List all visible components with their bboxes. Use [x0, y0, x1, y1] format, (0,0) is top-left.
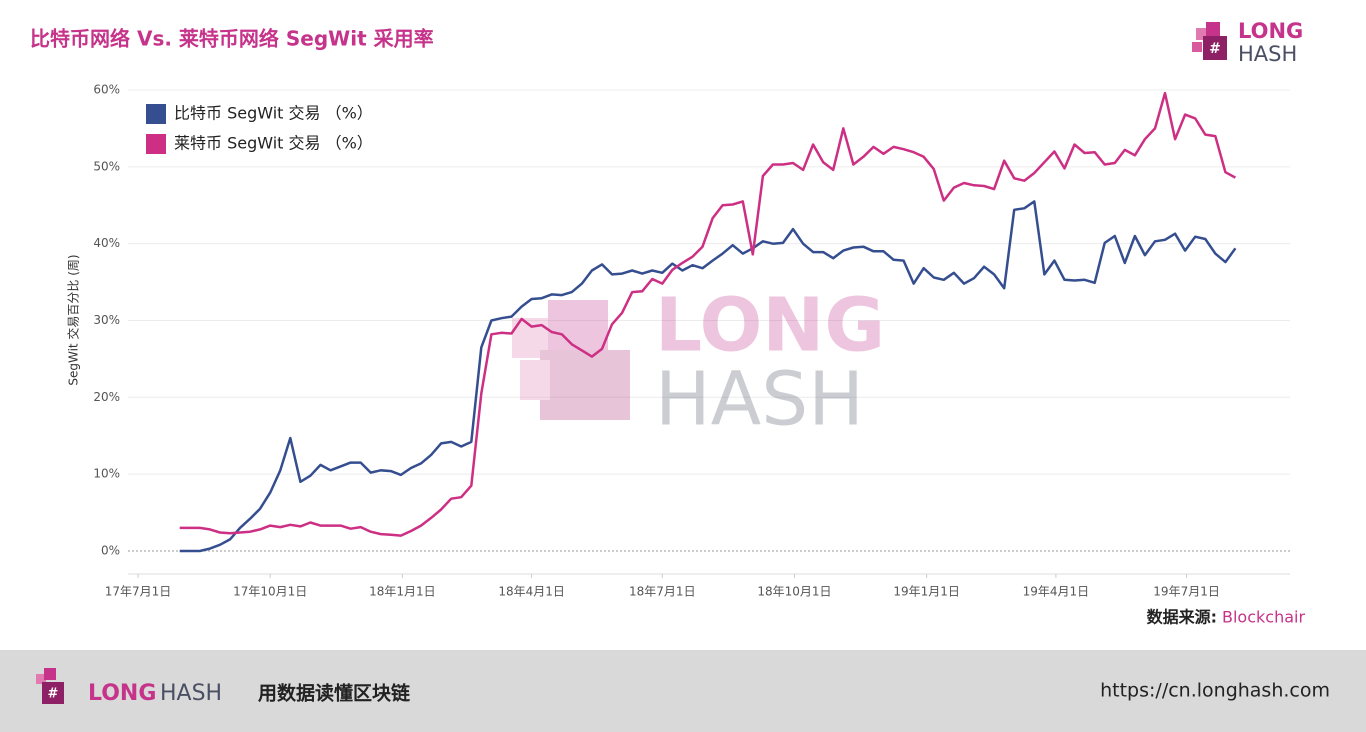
- y-tick-label: 20%: [93, 390, 120, 404]
- plot: [128, 89, 1290, 578]
- svg-text:#: #: [48, 687, 59, 702]
- y-tick-label: 30%: [93, 313, 120, 327]
- source-label: 数据来源:: [1147, 608, 1217, 627]
- source-name: Blockchair: [1222, 608, 1305, 627]
- x-tick-label: 17年7月1日: [105, 585, 172, 599]
- y-tick-label: 60%: [93, 83, 120, 97]
- footer-logo-text: HASH: [160, 681, 222, 706]
- footer-logo-text: LONG: [88, 681, 156, 706]
- y-tick-label: 40%: [93, 236, 120, 250]
- y-tick-label: 10%: [93, 467, 120, 481]
- logo-text: LONG: [1238, 19, 1303, 43]
- chart-title: 比特币网络 Vs. 莱特币网络 SegWit 采用率: [30, 27, 434, 51]
- x-tick-label: 19年1月1日: [893, 585, 960, 599]
- legend-label: 比特币 SegWit 交易 （%）: [174, 104, 373, 123]
- logo: #: [1192, 22, 1227, 60]
- x-tick-label: 18年4月1日: [498, 585, 565, 599]
- logo-text: HASH: [1238, 42, 1297, 66]
- y-tick-label: 50%: [93, 159, 120, 173]
- x-tick-label: 17年10月1日: [233, 585, 307, 599]
- svg-text:#: #: [1209, 41, 1221, 57]
- footer-logo: #: [36, 668, 64, 704]
- footer-band: [0, 650, 1366, 732]
- legend-label: 莱特币 SegWit 交易 （%）: [174, 134, 373, 153]
- x-tick-label: 18年1月1日: [369, 585, 436, 599]
- footer-url[interactable]: https://cn.longhash.com: [1100, 680, 1330, 702]
- series-line: [179, 200, 1237, 553]
- footer-slogan: 用数据读懂区块链: [258, 682, 410, 705]
- watermark-text: HASH: [655, 357, 864, 443]
- watermark: LONG HASH: [512, 283, 885, 443]
- watermark-text: LONG: [655, 283, 885, 369]
- legend-swatch: [146, 104, 166, 124]
- x-tick-label: 19年7月1日: [1153, 585, 1220, 599]
- x-tick-label: 18年7月1日: [629, 585, 696, 599]
- legend-swatch: [146, 134, 166, 154]
- series-line: [179, 91, 1236, 537]
- y-axis-label: SegWit 交易百分比 (周): [66, 254, 81, 385]
- x-tick-label: 18年10月1日: [757, 585, 831, 599]
- y-tick-label: 0%: [101, 543, 120, 557]
- x-tick-label: 19年4月1日: [1023, 585, 1090, 599]
